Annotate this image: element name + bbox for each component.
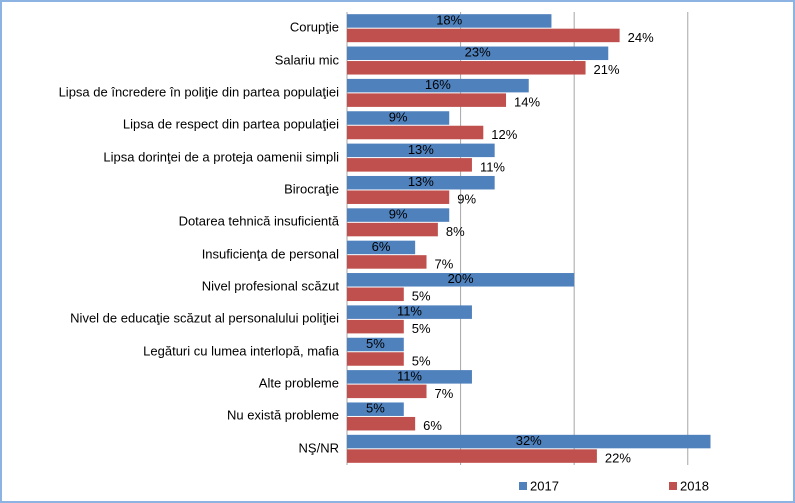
bar	[347, 143, 495, 158]
value-label: 11%	[480, 159, 505, 174]
value-label: 11%	[397, 368, 422, 383]
value-label: 18%	[436, 12, 462, 27]
value-label: 5%	[412, 353, 431, 368]
value-label: 5%	[412, 321, 431, 336]
bar	[347, 111, 450, 125]
value-label: 6%	[423, 418, 442, 433]
category-label: Insuficienţa de personal	[201, 246, 339, 262]
value-label: 5%	[366, 336, 385, 351]
bar	[347, 337, 404, 352]
bar	[347, 255, 427, 269]
bar	[347, 28, 620, 43]
value-label: 11%	[397, 304, 422, 319]
category-label: Legături cu lumea interlopă, mafia	[143, 343, 339, 359]
value-label: 7%	[435, 256, 454, 271]
value-label: 20%	[448, 271, 474, 286]
legend-swatch	[669, 482, 677, 490]
value-label: 21%	[594, 62, 620, 77]
bar	[347, 190, 450, 204]
value-label: 9%	[457, 192, 476, 207]
bar	[347, 175, 495, 190]
bar	[347, 273, 575, 287]
bar	[347, 158, 472, 172]
category-label: Birocraţie	[284, 181, 339, 197]
category-label: Lipsa de respect din partea populaţiei	[122, 116, 339, 132]
bar	[347, 449, 597, 463]
value-label: 16%	[425, 77, 451, 92]
bar	[347, 78, 529, 93]
bar	[347, 416, 416, 431]
category-label: Lipsa dorinţei de a proteja oamenii simp…	[103, 149, 339, 165]
value-label: 9%	[389, 109, 408, 124]
category-label: Dotarea tehnică insuficientă	[178, 213, 339, 229]
value-label: 32%	[516, 433, 542, 448]
value-label: 13%	[408, 142, 434, 157]
bar	[347, 287, 404, 302]
bar	[347, 240, 416, 255]
category-label: Nu există probleme	[227, 407, 339, 423]
legend-label: 2018	[680, 478, 709, 493]
value-label: 24%	[628, 30, 654, 45]
bar	[347, 93, 507, 107]
value-label: 9%	[389, 207, 408, 222]
bar	[347, 384, 427, 399]
legend-label: 2017	[530, 478, 559, 493]
value-label: 13%	[408, 174, 434, 189]
value-label: 22%	[605, 451, 631, 466]
category-label: Nivel de educaţie scăzut al personalului…	[70, 310, 339, 326]
value-label: 5%	[366, 401, 385, 416]
category-label: Corupţie	[289, 19, 339, 35]
category-label: Lipsa de încredere în poliţie din partea…	[58, 84, 339, 100]
bar	[347, 222, 438, 237]
bar	[347, 46, 609, 61]
value-label: 8%	[446, 224, 465, 239]
category-label: Salariu mic	[274, 52, 339, 68]
category-label: NŞ/NR	[298, 440, 339, 456]
category-label: Nivel profesional scăzut	[201, 278, 339, 294]
bar	[347, 125, 484, 140]
value-label: 6%	[372, 239, 391, 254]
bar	[347, 352, 404, 366]
value-label: 12%	[491, 127, 517, 142]
bar	[347, 434, 711, 449]
bar	[347, 208, 450, 222]
value-label: 23%	[465, 45, 491, 60]
bar	[347, 61, 586, 75]
bar	[347, 305, 472, 319]
bar	[347, 402, 404, 416]
legend-swatch	[519, 482, 527, 490]
bar	[347, 14, 552, 28]
value-label: 5%	[412, 289, 431, 304]
bar	[347, 319, 404, 334]
value-label: 7%	[435, 386, 454, 401]
value-label: 14%	[514, 95, 540, 110]
category-label: Alte probleme	[258, 375, 339, 391]
bar	[347, 370, 472, 384]
